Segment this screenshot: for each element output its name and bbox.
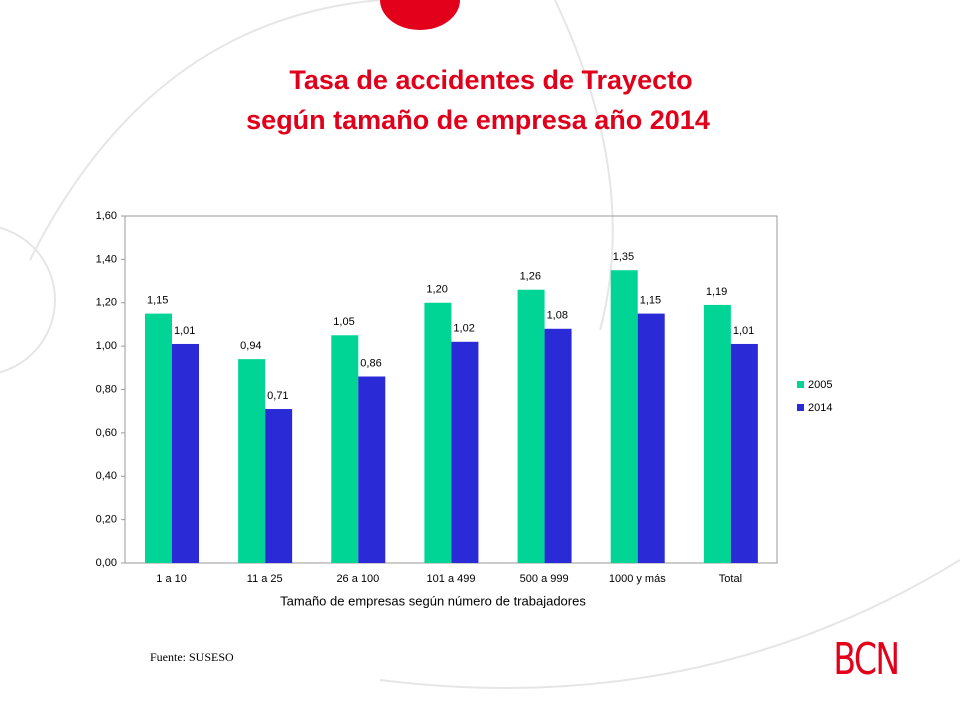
value-label: 1,19 bbox=[706, 286, 727, 298]
bar bbox=[331, 335, 359, 563]
y-tick-label: 1,40 bbox=[96, 253, 117, 265]
bar bbox=[703, 304, 731, 563]
value-label: 1,35 bbox=[613, 251, 634, 263]
y-tick-label: 1,60 bbox=[96, 210, 117, 222]
value-label: 1,05 bbox=[333, 316, 354, 328]
logo: BCN bbox=[833, 634, 898, 685]
bar bbox=[544, 328, 572, 563]
y-tick-label: 0,80 bbox=[96, 383, 117, 395]
value-label: 1,15 bbox=[640, 295, 661, 307]
title-line: según tamaño de empresa año 2014 bbox=[246, 105, 710, 135]
decoration bbox=[0, 0, 960, 689]
value-label: 1,26 bbox=[520, 271, 541, 283]
x-tick-label: 1 a 10 bbox=[156, 573, 187, 585]
bar bbox=[517, 289, 545, 563]
bar bbox=[265, 409, 293, 563]
value-label: 1,01 bbox=[174, 325, 195, 337]
bar bbox=[451, 341, 479, 563]
x-tick-label: 500 a 999 bbox=[520, 573, 569, 585]
y-tick-label: 1,20 bbox=[96, 297, 117, 309]
value-label: 1,08 bbox=[547, 310, 568, 322]
bar bbox=[424, 302, 452, 563]
bar bbox=[238, 359, 266, 563]
value-label: 1,15 bbox=[147, 295, 168, 307]
value-label: 0,94 bbox=[240, 340, 261, 352]
bar bbox=[730, 343, 758, 563]
bar bbox=[172, 343, 199, 563]
title-line: Tasa de accidentes de Trayecto bbox=[289, 65, 692, 95]
x-axis-title: Tamaño de empresas según número de traba… bbox=[280, 593, 586, 608]
legend-label: 2014 bbox=[808, 402, 832, 414]
x-tick-label: Total bbox=[719, 573, 742, 585]
legend-swatch bbox=[797, 404, 804, 411]
x-tick-label: 101 a 499 bbox=[427, 573, 476, 585]
x-tick-label: 26 a 100 bbox=[336, 573, 379, 585]
x-tick-label: 1000 y más bbox=[609, 573, 666, 585]
value-label: 1,02 bbox=[453, 323, 474, 335]
bar bbox=[358, 376, 386, 563]
value-label: 1,01 bbox=[733, 325, 754, 337]
y-tick-label: 0,00 bbox=[96, 557, 117, 569]
value-label: 1,20 bbox=[426, 284, 447, 296]
legend-label: 2005 bbox=[808, 379, 832, 391]
bar bbox=[145, 313, 172, 563]
bar bbox=[637, 313, 665, 563]
x-tick-label: 11 a 25 bbox=[247, 573, 283, 585]
y-tick-label: 0,20 bbox=[96, 514, 117, 526]
value-label: 0,86 bbox=[360, 357, 381, 369]
y-tick-label: 0,60 bbox=[96, 427, 117, 439]
value-label: 0,71 bbox=[267, 390, 288, 402]
decoration-red bbox=[380, 0, 460, 30]
bar bbox=[610, 270, 638, 563]
legend-swatch bbox=[797, 381, 804, 388]
source: Fuente: SUSESO bbox=[150, 650, 234, 664]
y-tick-label: 0,40 bbox=[96, 470, 117, 482]
y-tick-label: 1,00 bbox=[96, 340, 117, 352]
